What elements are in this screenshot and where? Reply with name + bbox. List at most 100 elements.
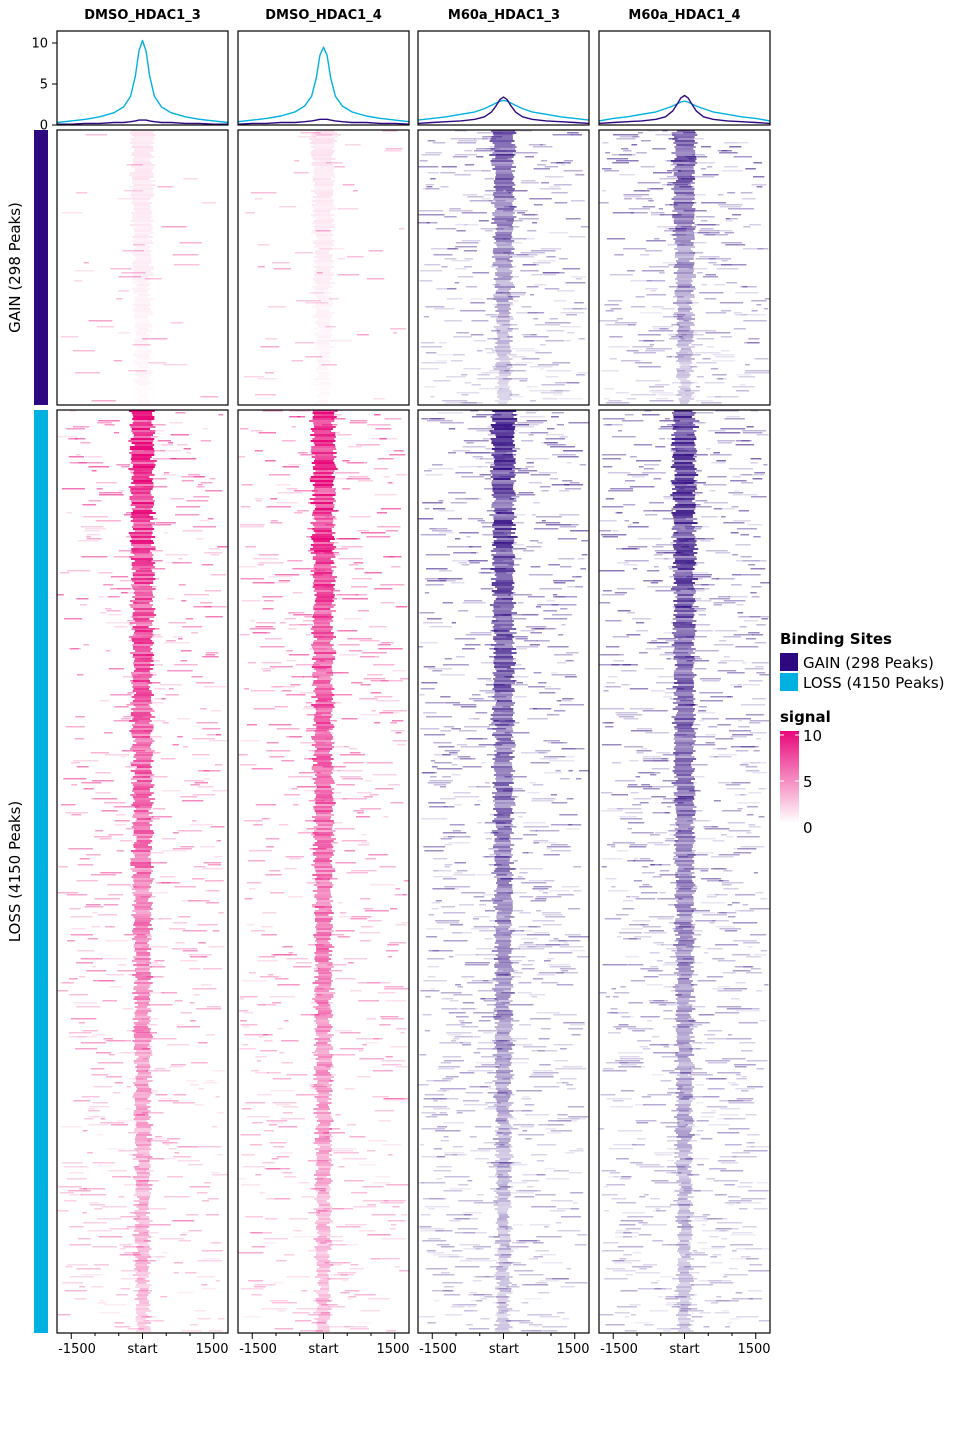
heatmap-row-segment bbox=[362, 652, 387, 654]
heatmap-row-segment bbox=[138, 1244, 150, 1246]
heatmap-row-segment bbox=[314, 720, 330, 722]
heatmap-row-segment bbox=[114, 626, 128, 628]
heatmap-row-segment bbox=[510, 448, 521, 450]
heatmap-row-segment bbox=[202, 656, 219, 658]
heatmap-row-segment bbox=[428, 418, 445, 420]
heatmap-row-segment bbox=[130, 714, 152, 716]
heatmap-row-segment bbox=[161, 758, 176, 760]
heatmap-row-segment bbox=[433, 1100, 438, 1102]
heatmap-row-segment bbox=[532, 146, 553, 148]
heatmap-row-segment bbox=[560, 1048, 567, 1050]
heatmap-row-segment bbox=[281, 1062, 293, 1064]
heatmap-row-segment bbox=[134, 1044, 150, 1046]
heatmap-row-segment bbox=[315, 788, 335, 790]
gain-profile-line bbox=[417, 96, 590, 125]
heatmap-row-segment bbox=[313, 1112, 332, 1114]
heatmap-row-segment bbox=[137, 386, 150, 388]
heatmap-row-segment bbox=[255, 626, 273, 628]
heatmap-row-segment bbox=[133, 1026, 149, 1028]
heatmap-row-segment bbox=[132, 548, 140, 550]
heatmap-row-segment bbox=[451, 764, 458, 766]
heatmap-row-segment bbox=[496, 190, 514, 192]
heatmap-row-segment bbox=[494, 1084, 509, 1086]
heatmap-row-segment bbox=[68, 438, 78, 440]
heatmap-row-segment bbox=[675, 194, 695, 196]
heatmap-row-segment bbox=[664, 230, 686, 232]
heatmap-row-segment bbox=[675, 226, 697, 228]
heatmap-row-segment bbox=[452, 830, 461, 832]
heatmap-row-segment bbox=[537, 164, 546, 166]
heatmap-row-segment bbox=[494, 750, 515, 752]
heatmap-row-segment bbox=[66, 1264, 89, 1266]
heatmap-row-segment bbox=[252, 558, 279, 560]
heatmap-row-segment bbox=[678, 316, 692, 318]
heatmap-row-segment bbox=[455, 242, 479, 244]
heatmap-row-segment bbox=[133, 528, 155, 530]
heatmap-row-segment bbox=[324, 1240, 344, 1242]
heatmap-row-segment bbox=[159, 876, 176, 878]
heatmap-row-segment bbox=[330, 432, 340, 434]
heatmap-row-segment bbox=[318, 470, 328, 472]
heatmap-row-segment bbox=[83, 1274, 103, 1276]
heatmap-row-segment bbox=[317, 786, 332, 788]
heatmap-row-segment bbox=[312, 890, 331, 892]
heatmap-row-segment bbox=[496, 1052, 514, 1054]
heatmap-row-segment bbox=[197, 1042, 208, 1044]
heatmap-row-segment bbox=[359, 932, 381, 934]
heatmap-row-segment bbox=[266, 1120, 288, 1122]
heatmap-row-segment bbox=[135, 1180, 149, 1182]
heatmap-row-segment bbox=[675, 150, 696, 152]
heatmap-row-segment bbox=[473, 700, 500, 702]
heatmap-row-segment bbox=[270, 1300, 289, 1302]
heatmap-row-segment bbox=[132, 686, 151, 688]
heatmap-row-segment bbox=[315, 302, 334, 304]
heatmap-row-segment bbox=[370, 692, 382, 694]
heatmap-row-segment bbox=[131, 164, 155, 166]
heatmap-row-segment bbox=[132, 574, 155, 576]
heatmap-row-segment bbox=[380, 602, 395, 604]
heatmap-row-segment bbox=[499, 1064, 511, 1066]
heatmap-row-segment bbox=[285, 856, 305, 858]
heatmap-row-segment bbox=[133, 654, 155, 656]
heatmap-row-segment bbox=[203, 686, 227, 688]
heatmap-row-segment bbox=[167, 1176, 184, 1178]
heatmap-row-segment bbox=[129, 534, 152, 536]
heatmap-row-segment bbox=[325, 326, 336, 328]
heatmap-row-segment bbox=[145, 478, 167, 480]
heatmap-row-segment bbox=[138, 642, 143, 644]
heatmap-row-segment bbox=[494, 1144, 505, 1146]
heatmap-row-segment bbox=[450, 360, 463, 362]
heatmap-row-segment bbox=[452, 1304, 477, 1306]
heatmap-row-segment bbox=[114, 824, 127, 826]
heatmap-row-segment bbox=[300, 454, 317, 456]
heatmap-row-segment bbox=[553, 1014, 577, 1016]
heatmap-row-segment bbox=[521, 964, 534, 966]
heatmap-row-segment bbox=[497, 1198, 508, 1200]
heatmap-row-segment bbox=[116, 814, 126, 816]
heatmap-row-segment bbox=[527, 718, 548, 720]
heatmap-row-segment bbox=[499, 398, 512, 400]
heatmap-row-segment bbox=[296, 786, 316, 788]
heatmap-row-segment bbox=[68, 1194, 83, 1196]
heatmap-row-segment bbox=[496, 874, 507, 876]
heatmap-row-segment bbox=[131, 536, 156, 538]
heatmap-row-segment bbox=[677, 358, 695, 360]
heatmap-row-segment bbox=[74, 1298, 87, 1300]
heatmap-row-segment bbox=[494, 1254, 511, 1256]
heatmap-row-segment bbox=[133, 1118, 150, 1120]
heatmap-row-segment bbox=[678, 320, 692, 322]
heatmap-row-segment bbox=[57, 594, 64, 596]
heatmap-row-segment bbox=[640, 166, 655, 168]
heatmap-row-segment bbox=[314, 782, 335, 784]
heatmap-row-segment bbox=[441, 998, 454, 1000]
heatmap-row-segment bbox=[139, 1288, 149, 1290]
heatmap-row-segment bbox=[318, 968, 331, 970]
heatmap-row-segment bbox=[256, 622, 276, 624]
heatmap-row-segment bbox=[118, 290, 130, 292]
heatmap-row-segment bbox=[95, 830, 104, 832]
heatmap-row-segment bbox=[497, 1092, 513, 1094]
heatmap-row-segment bbox=[566, 828, 580, 830]
heatmap-row-segment bbox=[659, 178, 684, 180]
heatmap-row-segment bbox=[461, 1026, 479, 1028]
heatmap-row-segment bbox=[541, 384, 565, 386]
